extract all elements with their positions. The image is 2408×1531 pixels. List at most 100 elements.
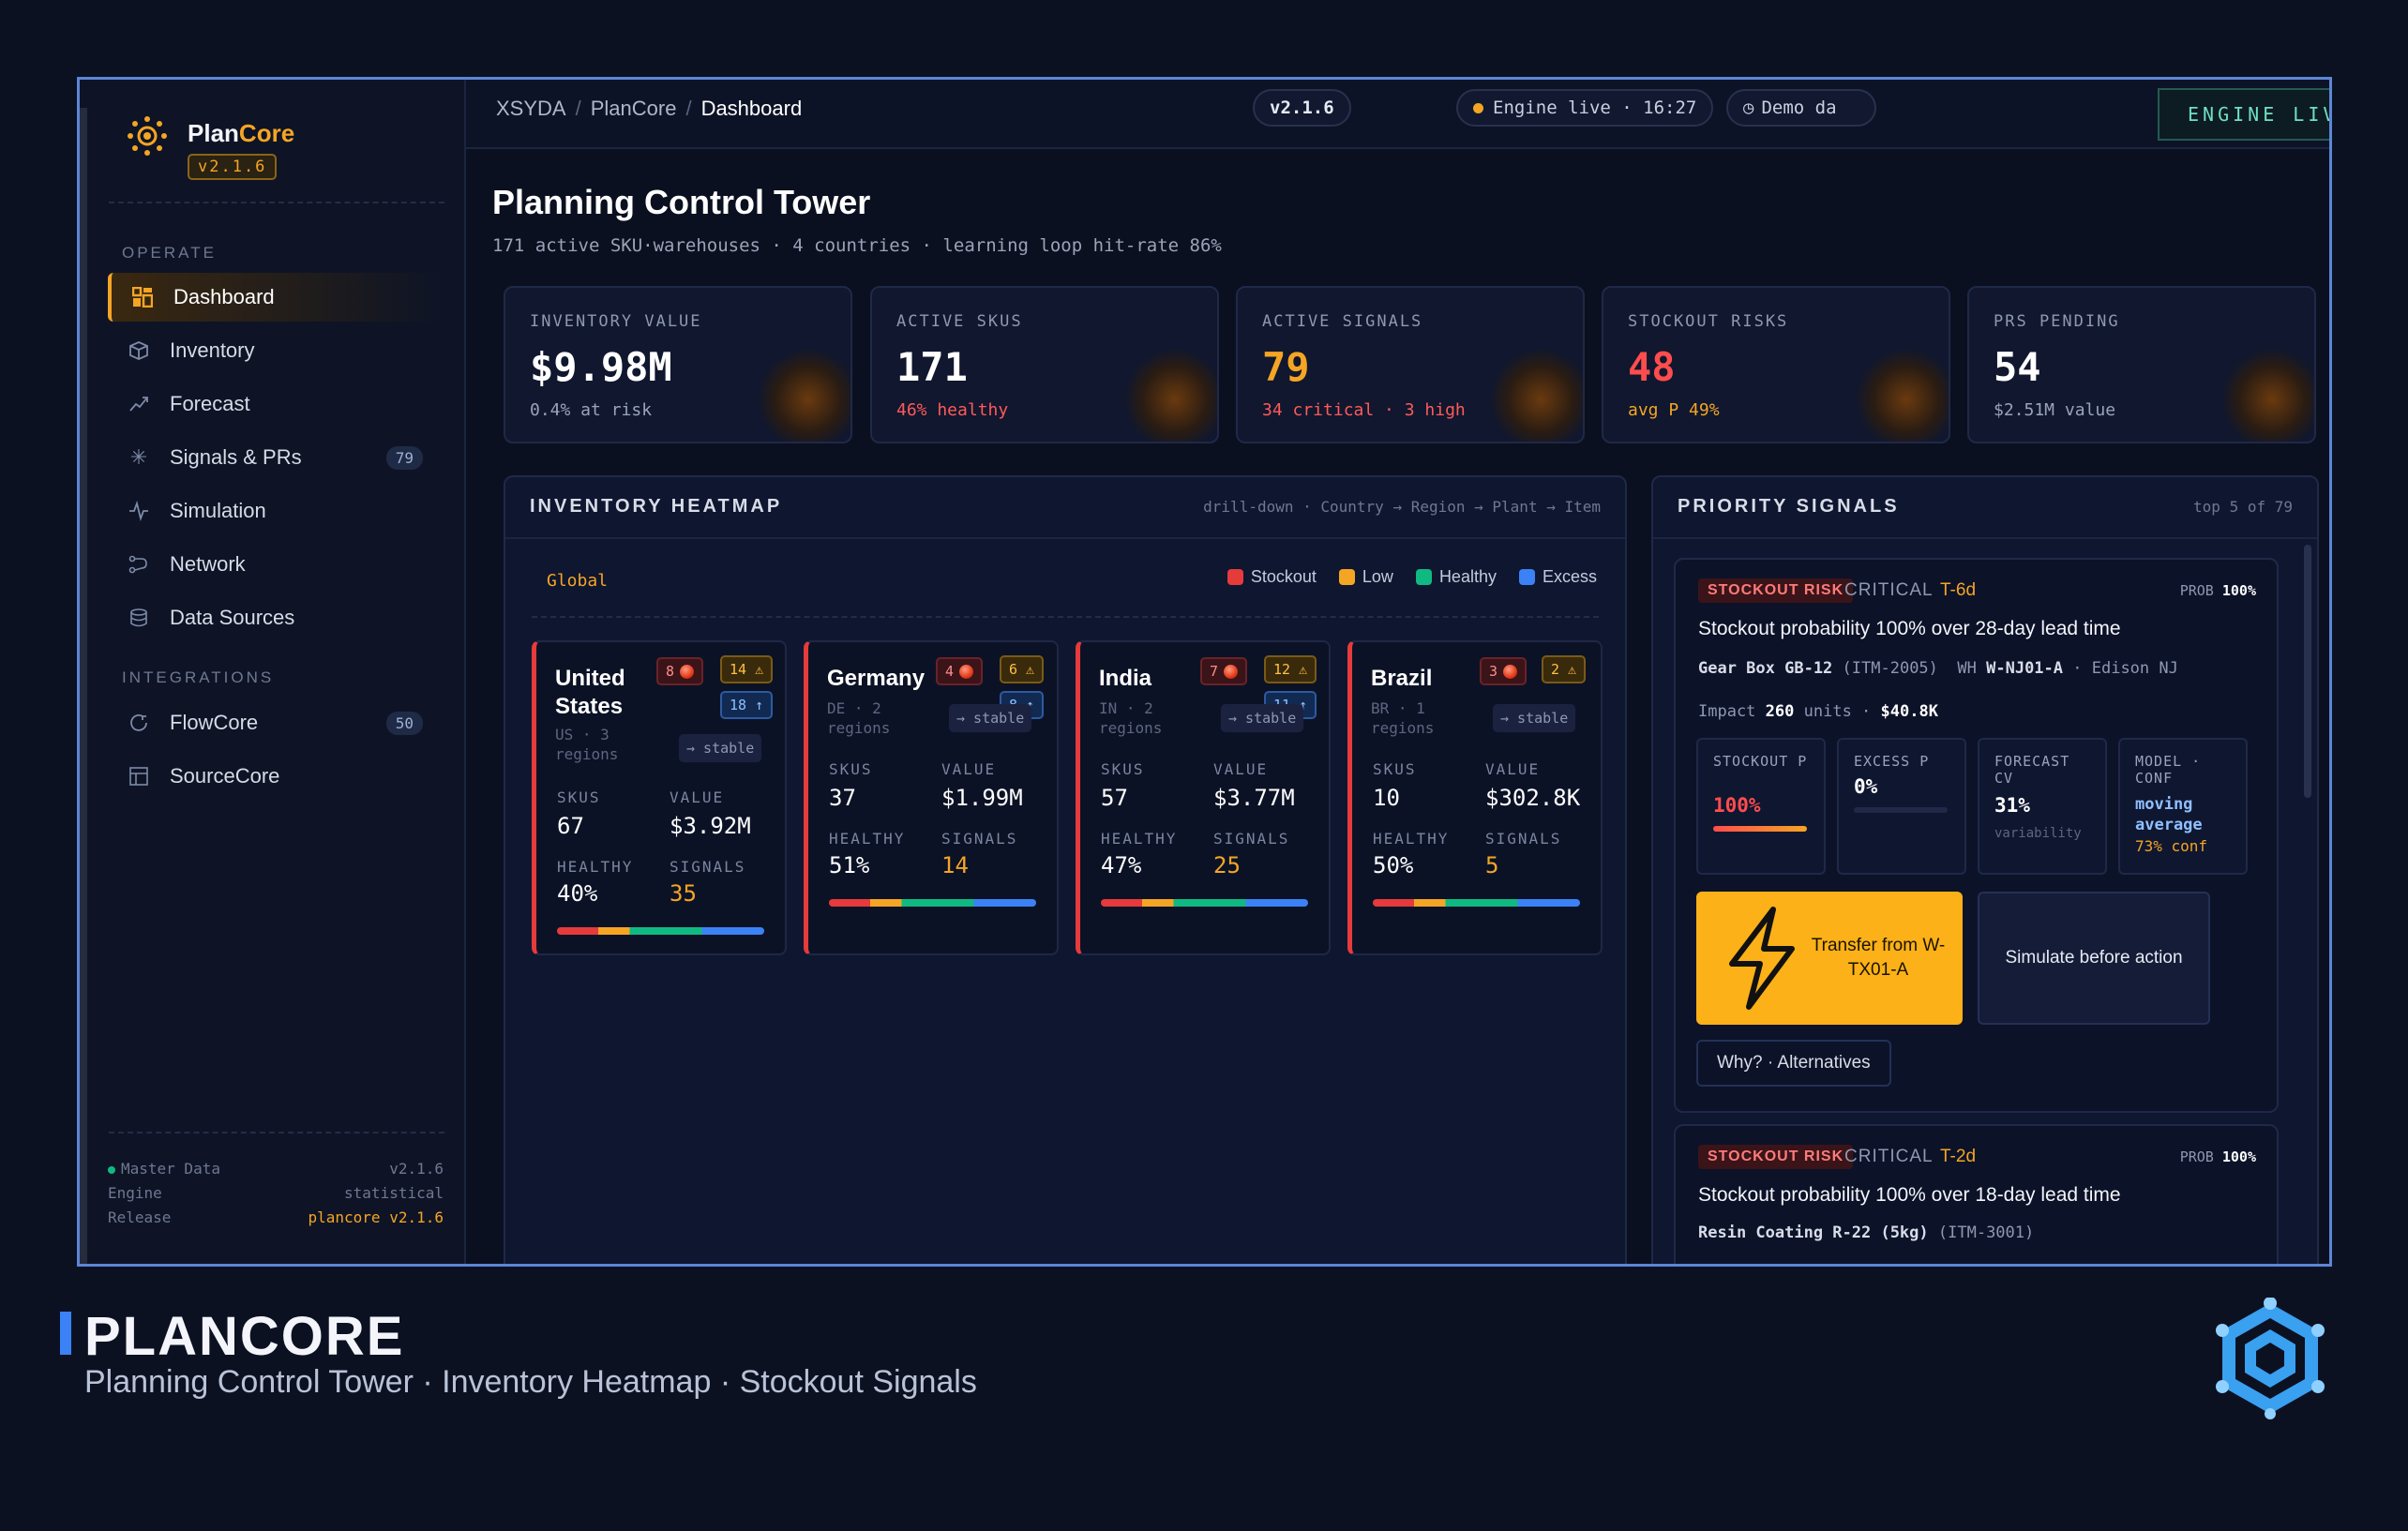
skus-value: 10	[1373, 785, 1400, 811]
signal-impact: Impact 260 units · $40.8K	[1698, 702, 1938, 721]
country-card-united-states[interactable]: United States US · 3 regions 8 14 ⚠ 18 ↑ …	[532, 640, 787, 955]
demo-data-pill[interactable]: ◷ Demo da	[1726, 89, 1876, 127]
kpi-label: INVENTORY VALUE	[530, 312, 702, 331]
footer-label: Engine	[108, 1184, 162, 1202]
healthy-value: 50%	[1373, 852, 1414, 878]
topbar: XSYDA / PlanCore / Dashboard v2.1.6 Engine l…	[466, 80, 2329, 149]
kpi-card-inventory-value[interactable]: INVENTORY VALUE $9.98M 0.4% at risk	[504, 286, 852, 443]
probability: PROB 100%	[2179, 1148, 2256, 1165]
scrollbar-thumb[interactable]	[2304, 545, 2311, 798]
inventory-heatmap-panel: INVENTORY HEATMAP drill-down · Country →…	[504, 475, 1627, 1264]
signals-label: SIGNALS	[1213, 830, 1290, 848]
signal-type-tag: STOCKOUT RISK	[1698, 578, 1854, 603]
kpi-glow	[757, 348, 850, 442]
clock-icon: ◷	[1743, 98, 1754, 118]
pulse-icon	[127, 499, 151, 523]
nav-network[interactable]: Network	[108, 540, 444, 589]
flow-icon	[127, 711, 151, 735]
metric-label: MODEL · CONF	[2135, 753, 2202, 787]
signal-icon: ✳	[129, 445, 148, 469]
nav-sourcecore[interactable]: SourceCore	[108, 752, 444, 801]
nav-label: Network	[170, 552, 246, 576]
drilldown-hint: drill-down · Country → Region → Plant → …	[1203, 498, 1601, 516]
footer-value: statistical	[344, 1184, 444, 1202]
kpi-value: $9.98M	[530, 344, 672, 390]
value-amount: $302.8K	[1485, 785, 1581, 811]
why-alternatives-button[interactable]: Why? · Alternatives	[1696, 1040, 1891, 1087]
signals-count-badge: 79	[385, 445, 423, 470]
banner-text: ENGINE LIVE · STATISTICAL MASTER DATA	[2188, 103, 2329, 126]
page-title: Planning Control Tower	[492, 183, 871, 221]
healthy-value: 51%	[829, 852, 870, 878]
metric-note: 73% conf	[2135, 837, 2208, 855]
signal-card[interactable]: STOCKOUT RISK CRITICAL T-6d PROB 100% St…	[1674, 558, 2279, 1113]
kpi-card-stockout-risks[interactable]: STOCKOUT RISKS 48 avg P 49%	[1602, 286, 1950, 443]
signals-value: 25	[1213, 852, 1241, 878]
brand-name[interactable]: PlanCore	[188, 119, 294, 148]
metric-stockout-p: STOCKOUT P 100%	[1696, 738, 1826, 875]
healthy-value: 40%	[557, 880, 598, 907]
signals-count: top 5 of 79	[2193, 498, 2293, 516]
lightning-icon	[1729, 907, 1795, 1010]
transfer-action-button[interactable]: Transfer from W-TX01-A	[1696, 892, 1963, 1025]
kpi-card-active-signals[interactable]: ACTIVE SIGNALS 79 34 critical · 3 high	[1236, 286, 1585, 443]
crumb-dashboard: Dashboard	[700, 97, 803, 120]
section-label-operate: OPERATE	[122, 244, 217, 262]
engine-status-text: Engine live · 16:27	[1493, 98, 1697, 118]
health-distribution-bar	[1101, 899, 1308, 907]
nav-inventory[interactable]: Inventory	[108, 326, 444, 375]
action-label: Transfer from W-TX01-A	[1811, 936, 1946, 980]
nav-signals-prs[interactable]: ✳ Signals & PRs 79	[108, 433, 444, 482]
scope-global[interactable]: Global	[547, 571, 609, 591]
nav-forecast[interactable]: Forecast	[108, 380, 444, 428]
metric-excess-p: EXCESS P 0%	[1837, 738, 1966, 875]
engine-live-banner: ENGINE LIVE · STATISTICAL MASTER DATA	[2158, 88, 2329, 141]
metric-bar-fill	[1713, 826, 1807, 832]
version-pill: v2.1.6	[1253, 89, 1351, 127]
divider	[532, 616, 1599, 618]
signal-item: Resin Coating R-22 (5kg) (ITM-3001)	[1698, 1223, 2035, 1242]
nav-label: Forecast	[170, 392, 250, 415]
sidebar-edge	[80, 108, 87, 1264]
eta-label: T-2d	[1940, 1147, 1977, 1166]
country-meta: US · 3 regions	[555, 726, 619, 763]
country-meta: BR · 1 regions	[1371, 699, 1435, 737]
healthy-label: HEALTHY	[1101, 830, 1178, 848]
nav-dashboard[interactable]: Dashboard	[108, 273, 444, 322]
status-dot	[1473, 102, 1483, 113]
nav-flowcore[interactable]: FlowCore 50	[108, 698, 444, 747]
crumb-plancore[interactable]: PlanCore	[590, 97, 677, 120]
signal-card[interactable]: STOCKOUT RISK CRITICAL T-2d PROB 100% St…	[1674, 1124, 2279, 1264]
healthy-value: 47%	[1101, 852, 1142, 878]
metric-forecast-cv: FORECAST CV 31% variability	[1978, 738, 2107, 875]
crumb-xsyda[interactable]: XSYDA	[496, 97, 566, 120]
kpi-sub: 34 critical · 3 high	[1262, 400, 1466, 420]
health-distribution-bar	[1373, 899, 1580, 907]
kpi-value: 171	[896, 344, 968, 390]
plancore-logo-icon	[125, 113, 170, 158]
country-name: India	[1099, 666, 1152, 691]
healthy-label: HEALTHY	[829, 830, 906, 848]
divider	[505, 537, 1625, 539]
network-icon	[127, 552, 151, 577]
nav-data-sources[interactable]: Data Sources	[108, 593, 444, 642]
kpi-card-prs-pending[interactable]: PRS PENDING 54 $2.51M value	[1967, 286, 2316, 443]
trend-chip: → stable	[1493, 704, 1576, 732]
simulate-button[interactable]: Simulate before action	[1978, 892, 2210, 1025]
grid-icon	[127, 764, 151, 788]
country-card-brazil[interactable]: Brazil BR · 1 regions 3 2 ⚠ → stable SKUS…	[1347, 640, 1603, 955]
metric-value: 100%	[1713, 794, 1761, 817]
kpi-sub: 0.4% at risk	[530, 400, 653, 420]
severity-label: CRITICAL	[1844, 1147, 1934, 1166]
value-amount: $3.77M	[1213, 785, 1295, 811]
legend-stockout: Stockout	[1227, 567, 1317, 587]
low-chip: 6 ⚠	[1000, 655, 1045, 683]
skus-label: SKUS	[1373, 760, 1417, 778]
footer-value: v2.1.6	[389, 1160, 444, 1178]
nav-simulation[interactable]: Simulation	[108, 487, 444, 535]
heatmap-legend: Stockout Low Healthy Excess	[1227, 567, 1597, 587]
kpi-card-active-skus[interactable]: ACTIVE SKUS 171 46% healthy	[870, 286, 1219, 443]
kpi-glow	[2220, 348, 2314, 442]
